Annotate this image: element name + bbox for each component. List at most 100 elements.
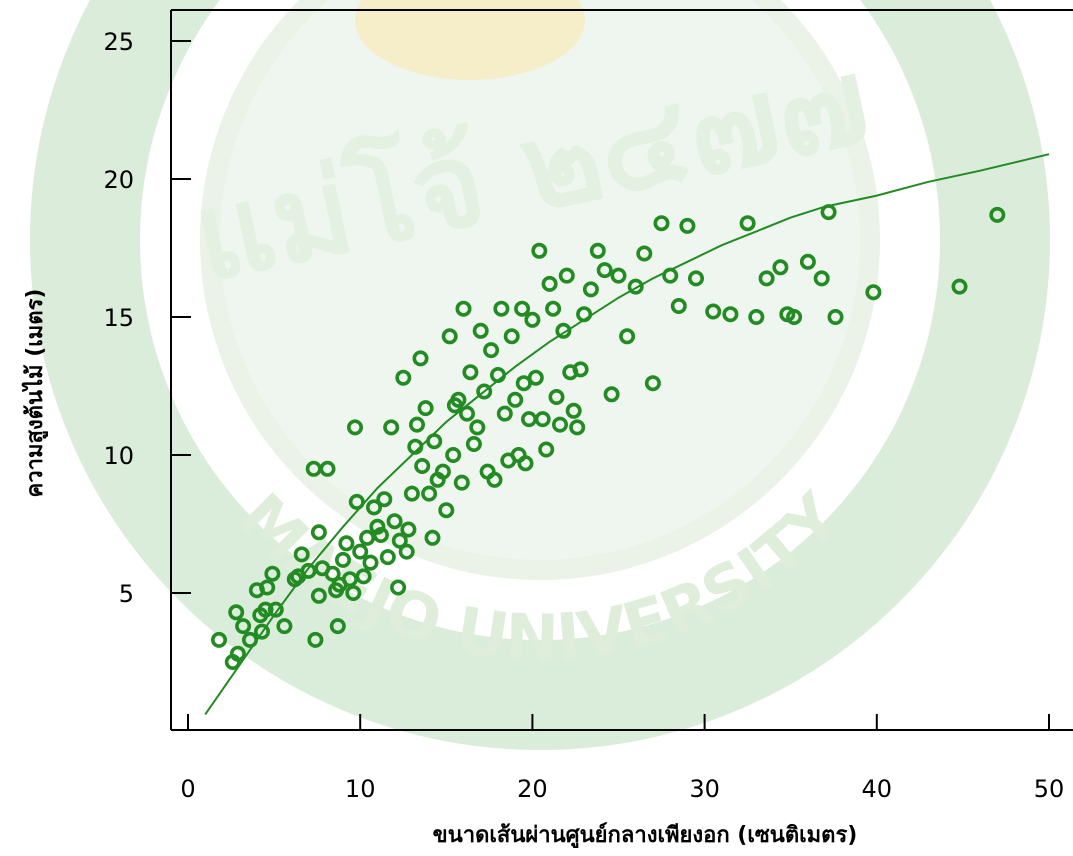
- data-point: [820, 204, 837, 221]
- data-point: [211, 631, 228, 648]
- data-point: [989, 206, 1006, 223]
- data-point: [408, 416, 425, 433]
- data-point: [450, 391, 467, 408]
- data-point: [636, 245, 653, 262]
- data-point: [627, 278, 644, 295]
- data-point: [242, 631, 259, 648]
- data-point: [300, 562, 317, 579]
- data-point: [534, 411, 551, 428]
- data-point: [558, 267, 575, 284]
- data-point: [254, 623, 271, 640]
- data-point: [687, 270, 704, 287]
- data-point: [705, 303, 722, 320]
- data-point: [341, 571, 358, 588]
- x-tick-label: 40: [862, 775, 893, 803]
- data-point: [662, 267, 679, 284]
- data-point: [372, 526, 389, 543]
- y-tick-label: 5: [119, 580, 134, 608]
- data-point: [813, 270, 830, 287]
- data-point: [426, 433, 443, 450]
- data-point: [434, 463, 451, 480]
- data-point: [228, 604, 245, 621]
- data-point: [545, 300, 562, 317]
- data-point: [379, 549, 396, 566]
- data-point: [383, 419, 400, 436]
- data-point: [458, 405, 475, 422]
- data-point: [355, 568, 372, 585]
- data-point: [572, 361, 589, 378]
- data-point: [541, 275, 558, 292]
- data-point: [531, 242, 548, 259]
- data-point: [345, 584, 362, 601]
- data-point: [398, 543, 415, 560]
- data-point: [465, 435, 482, 452]
- data-point: [469, 419, 486, 436]
- data-point: [417, 400, 434, 417]
- data-point: [390, 579, 407, 596]
- data-point: [421, 485, 438, 502]
- data-point: [514, 300, 531, 317]
- data-point: [472, 322, 489, 339]
- data-point: [739, 215, 756, 232]
- data-point: [865, 284, 882, 301]
- data-point: [391, 532, 408, 549]
- data-point: [722, 306, 739, 323]
- data-point: [569, 419, 586, 436]
- data-point: [799, 253, 816, 270]
- data-point: [576, 306, 593, 323]
- data-point: [259, 579, 276, 596]
- x-axis: 0 10 20 30 40 50: [180, 714, 1064, 803]
- data-point: [386, 513, 403, 530]
- data-point: [412, 350, 429, 367]
- data-point: [400, 521, 417, 538]
- data-point: [310, 587, 327, 604]
- watermark-ring-outer: [30, 0, 1050, 750]
- data-point: [235, 618, 252, 635]
- data-point: [653, 215, 670, 232]
- x-tick-label: 30: [689, 775, 720, 803]
- x-tick-label: 10: [345, 775, 376, 803]
- watermark-crest-icon: [355, 0, 585, 80]
- data-point: [551, 416, 568, 433]
- data-point: [503, 328, 520, 345]
- data-point: [324, 565, 341, 582]
- x-tick-label: 50: [1034, 775, 1065, 803]
- data-point: [596, 262, 613, 279]
- data-point: [527, 369, 544, 386]
- data-point: [555, 322, 572, 339]
- data-point: [565, 402, 582, 419]
- data-point: [276, 618, 293, 635]
- watermark-ring-inner: [200, 0, 880, 580]
- data-point: [524, 311, 541, 328]
- data-point: [827, 308, 844, 325]
- data-point: [257, 601, 274, 618]
- data-point: [441, 328, 458, 345]
- y-tick-label: 10: [103, 442, 134, 470]
- data-point: [329, 618, 346, 635]
- data-point: [319, 460, 336, 477]
- data-point: [748, 308, 765, 325]
- data-point: [445, 446, 462, 463]
- data-point: [507, 391, 524, 408]
- data-point: [293, 546, 310, 563]
- data-point: [264, 565, 281, 582]
- data-point: [517, 455, 534, 472]
- data-point: [362, 554, 379, 571]
- data-point: [679, 217, 696, 234]
- data-point: [582, 281, 599, 298]
- data-point: [786, 308, 803, 325]
- data-point: [462, 364, 479, 381]
- data-point: [644, 375, 661, 392]
- data-point: [453, 474, 470, 491]
- data-point: [493, 300, 510, 317]
- data-point: [369, 518, 386, 535]
- data-point: [267, 601, 284, 618]
- data-point: [424, 529, 441, 546]
- data-point: [772, 259, 789, 276]
- data-point: [395, 369, 412, 386]
- data-point: [338, 535, 355, 552]
- data-point: [603, 386, 620, 403]
- data-point: [496, 405, 513, 422]
- data-point: [310, 524, 327, 541]
